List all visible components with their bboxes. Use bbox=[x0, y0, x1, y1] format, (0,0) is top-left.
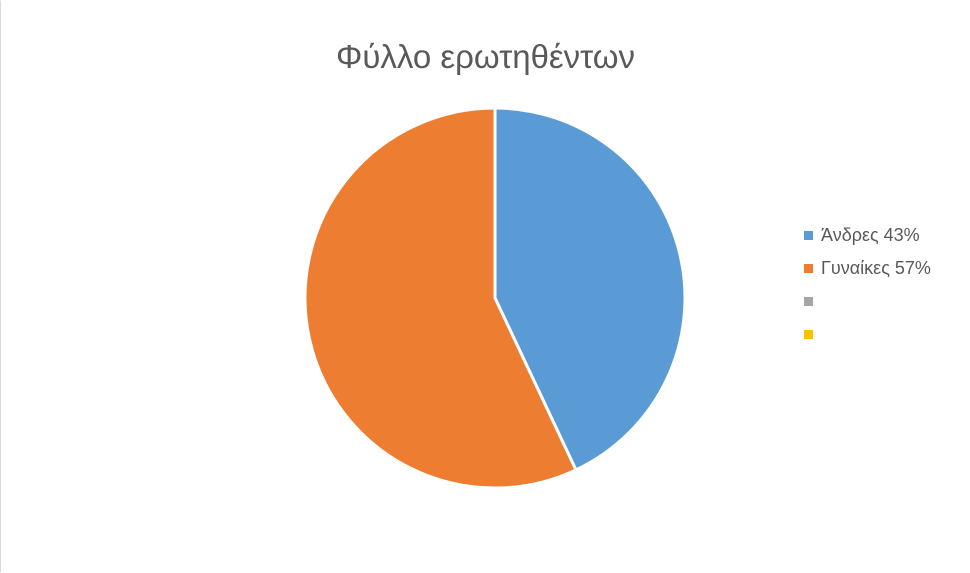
legend: Άνδρες 43% Γυναίκες 57% bbox=[804, 219, 931, 351]
chart-title: Φύλλο ερωτηθέντων bbox=[336, 38, 635, 75]
legend-item bbox=[804, 318, 931, 351]
legend-swatch bbox=[804, 297, 813, 306]
legend-item: Άνδρες 43% bbox=[804, 219, 931, 252]
legend-swatch bbox=[804, 330, 813, 339]
pie-slice-0 bbox=[493, 106, 687, 472]
legend-item: Γυναίκες 57% bbox=[804, 252, 931, 285]
pie-slices bbox=[303, 106, 687, 490]
pie-slice-1 bbox=[303, 106, 578, 490]
legend-label: Άνδρες 43% bbox=[821, 225, 920, 245]
legend-swatch bbox=[804, 264, 813, 273]
legend-label: Γυναίκες 57% bbox=[821, 258, 931, 278]
legend-item bbox=[804, 285, 931, 318]
legend-swatch bbox=[804, 231, 813, 240]
